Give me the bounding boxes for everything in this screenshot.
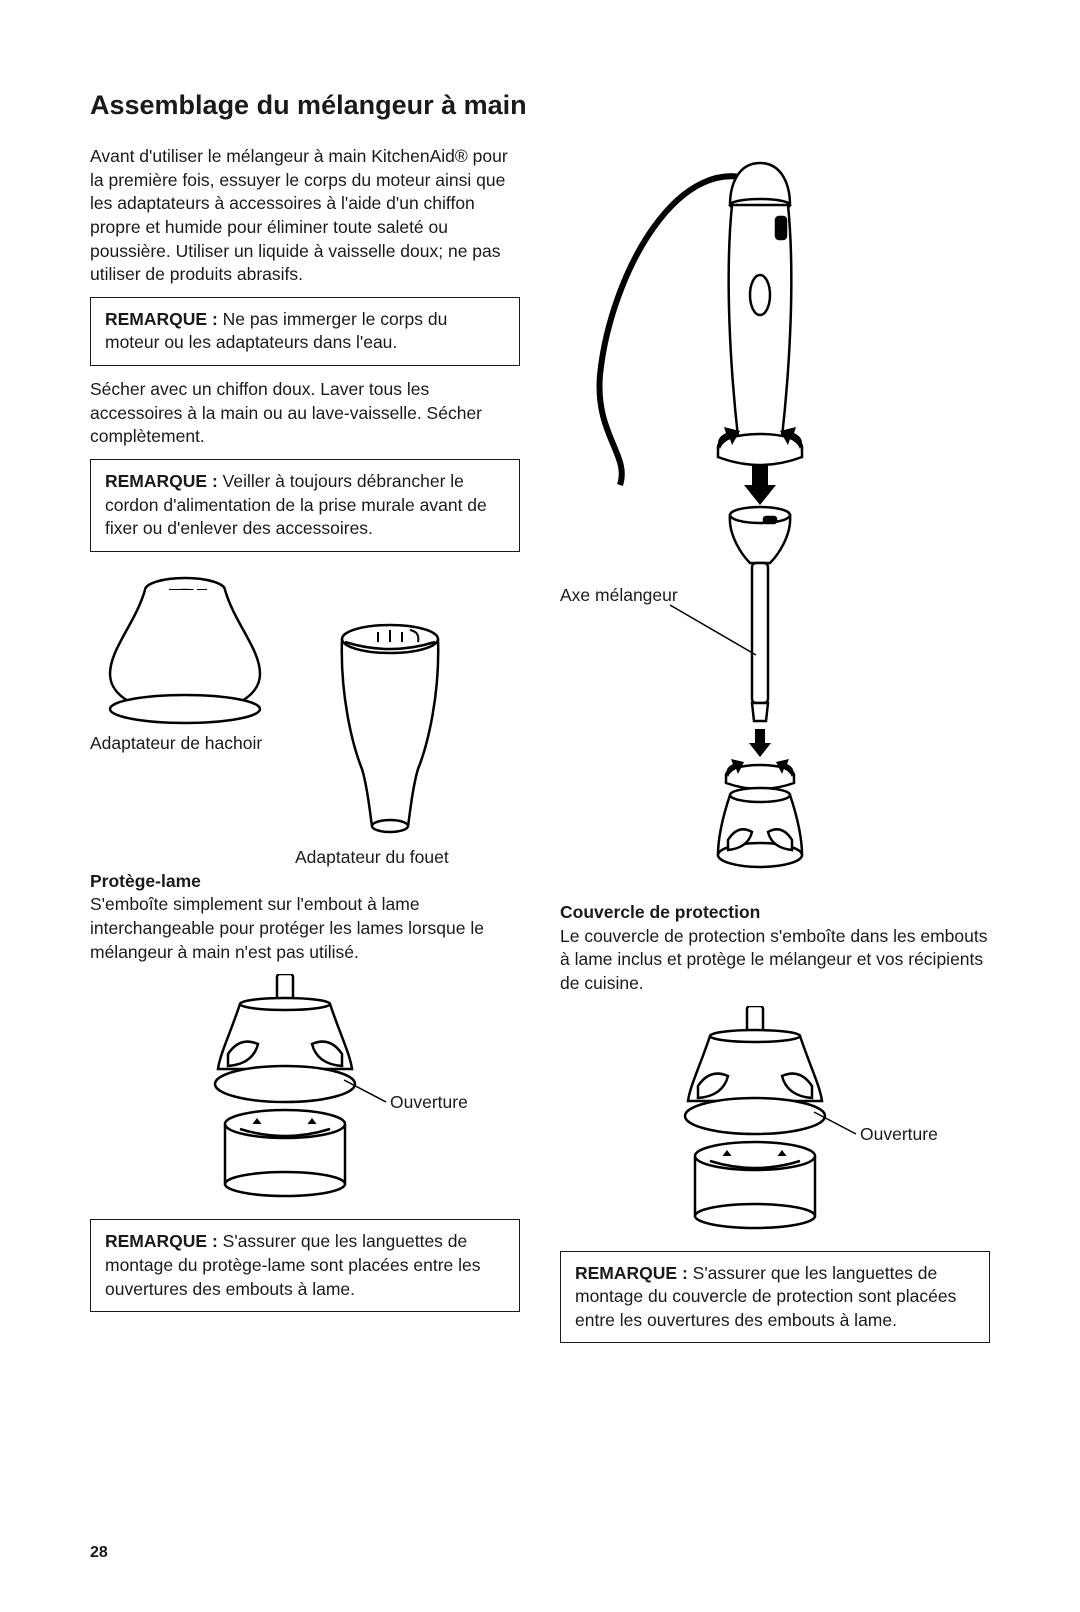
blade-guard-right-illustration: Ouverture <box>560 1006 990 1241</box>
note-1-lead: REMARQUE : <box>105 309 218 329</box>
note-box-1: REMARQUE : Ne pas immerger le corps du m… <box>90 297 520 366</box>
protege-lame-heading: Protège-lame <box>90 871 201 891</box>
assembly-illustration: Axe mélangeur <box>560 155 990 895</box>
page-title: Assemblage du mélangeur à main <box>90 90 990 121</box>
blade-guard-left-illustration: Ouverture <box>90 974 520 1209</box>
adapters-svg <box>90 564 520 864</box>
note-box-3: REMARQUE : S'assurer que les languettes … <box>90 1219 520 1312</box>
couvercle-heading: Couvercle de protection <box>560 902 760 922</box>
chopper-adapter-caption: Adaptateur de hachoir <box>90 732 262 755</box>
dry-paragraph: Sécher avec un chiffon doux. Laver tous … <box>90 378 520 449</box>
adapters-illustration: Adaptateur de hachoir Adaptateur du foue… <box>90 564 520 864</box>
note-3-lead: REMARQUE : <box>105 1231 218 1251</box>
protege-lame-body: S'emboîte simplement sur l'embout à lame… <box>90 893 520 964</box>
whisk-adapter-caption: Adaptateur du fouet <box>295 846 449 869</box>
right-column: Axe mélangeur Couvercle de protection Le… <box>560 145 990 1355</box>
page-number: 28 <box>90 1544 108 1562</box>
axe-melangeur-label: Axe mélangeur <box>560 585 678 606</box>
assembly-svg <box>560 155 990 895</box>
note-2-lead: REMARQUE : <box>105 471 218 491</box>
intro-paragraph: Avant d'utiliser le mélangeur à main Kit… <box>90 145 520 287</box>
main-columns: Avant d'utiliser le mélangeur à main Kit… <box>90 145 990 1355</box>
left-column: Avant d'utiliser le mélangeur à main Kit… <box>90 145 520 1355</box>
couvercle-body: Le couvercle de protection s'emboîte dan… <box>560 925 990 996</box>
note-box-4: REMARQUE : S'assurer que les languettes … <box>560 1251 990 1344</box>
note-box-2: REMARQUE : Veiller à toujours débrancher… <box>90 459 520 552</box>
note-4-lead: REMARQUE : <box>575 1263 688 1283</box>
ouverture-label-left: Ouverture <box>390 1092 468 1113</box>
ouverture-label-right: Ouverture <box>860 1124 938 1145</box>
